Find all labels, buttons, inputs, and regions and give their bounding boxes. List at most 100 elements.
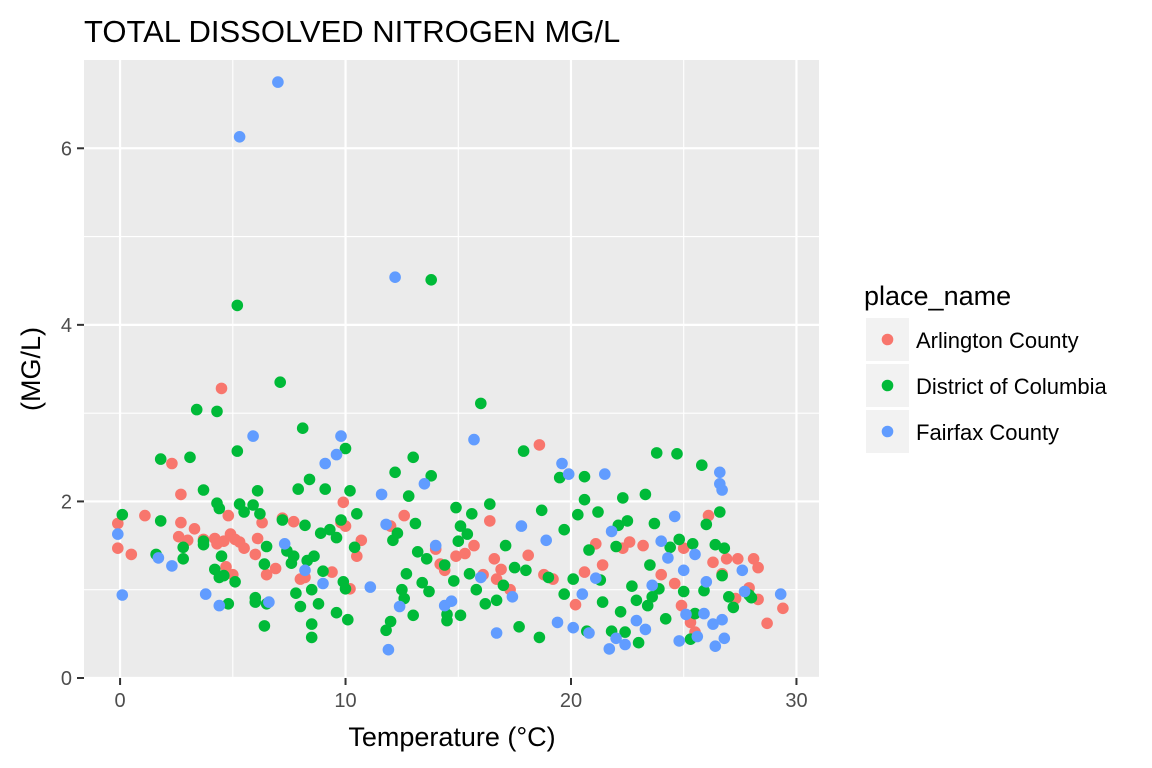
- data-point: [752, 561, 764, 574]
- data-point: [696, 459, 708, 472]
- data-point: [398, 509, 411, 522]
- data-point: [184, 451, 196, 464]
- data-point: [256, 516, 268, 529]
- data-point: [299, 519, 311, 532]
- data-point: [691, 630, 704, 643]
- data-point: [513, 621, 525, 633]
- data-point: [389, 271, 401, 284]
- data-point: [479, 598, 492, 610]
- data-point: [732, 553, 744, 565]
- x-axis-title: Temperature (°C): [348, 722, 555, 752]
- data-point: [632, 636, 645, 649]
- data-point: [698, 607, 710, 620]
- data-point: [448, 575, 460, 587]
- data-point: [229, 576, 241, 588]
- data-point: [702, 509, 715, 522]
- data-point: [567, 573, 579, 585]
- data-point: [542, 571, 555, 584]
- data-point: [317, 577, 329, 590]
- x-axis: 0 10 20 30: [115, 678, 808, 712]
- data-point: [535, 504, 548, 517]
- data-point: [468, 433, 480, 446]
- data-point: [551, 616, 564, 629]
- data-point: [646, 591, 658, 603]
- data-point: [420, 553, 433, 565]
- data-point: [197, 484, 210, 496]
- data-point: [452, 535, 465, 547]
- series-district-of-columbia: [116, 274, 758, 649]
- data-point: [231, 445, 244, 457]
- data-point: [716, 613, 728, 626]
- data-point: [583, 544, 595, 556]
- plot-panel: [84, 60, 819, 678]
- data-point: [287, 515, 300, 528]
- data-point: [499, 539, 512, 552]
- data-point: [339, 442, 352, 455]
- data-point: [556, 457, 568, 470]
- data-point: [319, 457, 332, 470]
- data-point: [490, 627, 503, 639]
- data-point: [238, 542, 250, 554]
- data-point: [578, 470, 591, 483]
- data-point: [774, 588, 787, 600]
- legend: place_name Arlington County District of C…: [864, 281, 1107, 453]
- data-point: [562, 468, 575, 480]
- data-point: [425, 470, 438, 482]
- data-point: [648, 517, 661, 530]
- data-point: [700, 518, 713, 531]
- data-point: [344, 485, 356, 497]
- data-point: [330, 531, 343, 544]
- data-point: [650, 447, 663, 459]
- data-point: [152, 552, 165, 564]
- data-point: [603, 643, 616, 655]
- data-point: [698, 584, 710, 597]
- data-point: [506, 591, 519, 603]
- data-point: [296, 422, 309, 435]
- data-point: [290, 587, 302, 599]
- data-point: [199, 588, 212, 600]
- data-point: [330, 448, 343, 461]
- data-point: [278, 538, 291, 550]
- data-point: [675, 599, 688, 612]
- data-point: [380, 624, 392, 637]
- data-point: [497, 579, 510, 592]
- legend-swatch: [881, 379, 894, 392]
- data-point: [251, 485, 264, 497]
- data-point: [112, 528, 124, 540]
- data-point: [707, 618, 719, 630]
- data-point: [249, 596, 262, 608]
- data-point: [454, 520, 467, 532]
- data-point: [233, 131, 246, 143]
- data-point: [375, 488, 388, 501]
- data-point: [218, 569, 230, 582]
- data-point: [689, 548, 701, 561]
- data-point: [222, 598, 235, 610]
- data-point: [139, 509, 151, 522]
- data-point: [714, 466, 726, 479]
- data-point: [689, 607, 701, 620]
- data-point: [351, 508, 363, 520]
- data-point: [314, 527, 327, 539]
- data-point: [166, 560, 178, 572]
- data-point: [716, 484, 728, 496]
- data-point: [292, 483, 305, 495]
- data-point: [254, 508, 266, 520]
- data-point: [716, 569, 728, 582]
- data-point: [411, 546, 424, 558]
- data-point: [623, 536, 636, 548]
- data-point: [276, 514, 289, 526]
- data-point: [646, 579, 658, 592]
- x-tick-label: 10: [334, 690, 356, 712]
- data-point: [263, 596, 275, 608]
- data-point: [249, 548, 262, 561]
- data-point: [490, 594, 503, 607]
- data-point: [533, 631, 546, 644]
- data-point: [319, 483, 332, 495]
- data-point: [305, 618, 318, 630]
- data-point: [348, 541, 361, 554]
- data-point: [308, 550, 320, 562]
- series-arlington-county: [112, 382, 789, 638]
- x-tick-label: 0: [115, 690, 126, 712]
- data-point: [364, 581, 377, 593]
- data-point: [429, 539, 442, 552]
